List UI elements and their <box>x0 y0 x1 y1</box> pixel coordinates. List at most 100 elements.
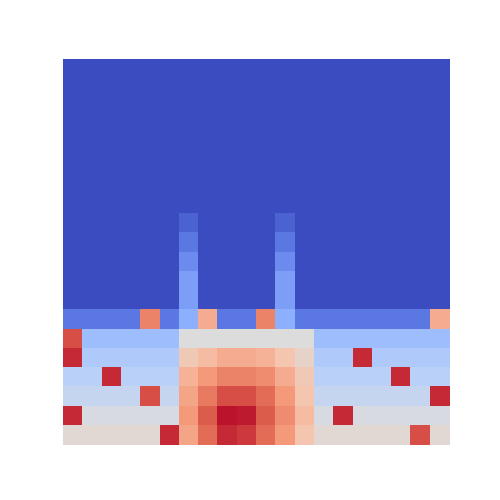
cell <box>121 309 141 329</box>
cell <box>160 367 180 387</box>
cell <box>410 117 430 137</box>
cell <box>353 425 373 445</box>
cell <box>102 271 122 291</box>
cell <box>275 252 295 272</box>
cell <box>410 194 430 214</box>
cell <box>314 194 334 214</box>
cell <box>314 155 334 175</box>
cell <box>430 136 450 156</box>
cell <box>102 136 122 156</box>
cell <box>391 367 411 387</box>
cell <box>160 213 180 233</box>
cell <box>237 98 257 118</box>
cell <box>372 232 392 252</box>
cell <box>237 155 257 175</box>
cell <box>160 175 180 195</box>
cell <box>82 386 102 406</box>
cell <box>121 98 141 118</box>
cell <box>140 98 160 118</box>
cell <box>372 348 392 368</box>
cell <box>102 252 122 272</box>
cell <box>314 117 334 137</box>
cell <box>140 425 160 445</box>
cell <box>333 367 353 387</box>
cell <box>140 386 160 406</box>
cell <box>217 136 237 156</box>
cell <box>121 406 141 426</box>
cell <box>410 98 430 118</box>
cell <box>237 309 257 329</box>
cell <box>430 271 450 291</box>
cell <box>333 425 353 445</box>
cell <box>140 175 160 195</box>
cell <box>256 329 276 349</box>
cell <box>410 155 430 175</box>
cell <box>63 406 83 426</box>
cell <box>256 367 276 387</box>
cell <box>391 232 411 252</box>
cell <box>121 232 141 252</box>
cell <box>82 213 102 233</box>
cell <box>275 329 295 349</box>
cell <box>217 194 237 214</box>
cell <box>333 290 353 310</box>
cell <box>179 213 199 233</box>
cell <box>372 252 392 272</box>
cell <box>256 406 276 426</box>
cell <box>179 98 199 118</box>
cell <box>372 386 392 406</box>
cell <box>217 78 237 98</box>
cell <box>333 348 353 368</box>
cell <box>82 348 102 368</box>
cell <box>179 329 199 349</box>
cell <box>333 309 353 329</box>
cell <box>353 329 373 349</box>
cell <box>256 117 276 137</box>
cell <box>391 309 411 329</box>
cell <box>256 348 276 368</box>
cell <box>372 98 392 118</box>
cell <box>275 290 295 310</box>
cell <box>314 386 334 406</box>
cell <box>410 271 430 291</box>
cell <box>256 98 276 118</box>
cell <box>82 117 102 137</box>
cell <box>333 98 353 118</box>
cell <box>102 98 122 118</box>
cell <box>63 98 83 118</box>
cell <box>102 175 122 195</box>
cell <box>160 78 180 98</box>
cell <box>237 232 257 252</box>
cell <box>179 155 199 175</box>
cell <box>63 194 83 214</box>
cell <box>256 59 276 79</box>
cell <box>353 290 373 310</box>
cell <box>121 117 141 137</box>
cell <box>391 136 411 156</box>
cell <box>237 78 257 98</box>
cell <box>121 425 141 445</box>
cell <box>82 194 102 214</box>
cell <box>295 175 315 195</box>
cell <box>430 213 450 233</box>
cell <box>275 155 295 175</box>
cell <box>410 425 430 445</box>
cell <box>140 406 160 426</box>
cell <box>63 155 83 175</box>
cell <box>372 425 392 445</box>
cell <box>256 175 276 195</box>
cell <box>410 175 430 195</box>
cell <box>102 309 122 329</box>
cell <box>63 117 83 137</box>
cell <box>372 329 392 349</box>
cell <box>314 329 334 349</box>
cell <box>295 406 315 426</box>
cell <box>217 290 237 310</box>
cell <box>63 175 83 195</box>
cell <box>63 59 83 79</box>
cell <box>179 194 199 214</box>
cell <box>198 98 218 118</box>
cell <box>314 98 334 118</box>
cell <box>63 309 83 329</box>
cell <box>217 175 237 195</box>
